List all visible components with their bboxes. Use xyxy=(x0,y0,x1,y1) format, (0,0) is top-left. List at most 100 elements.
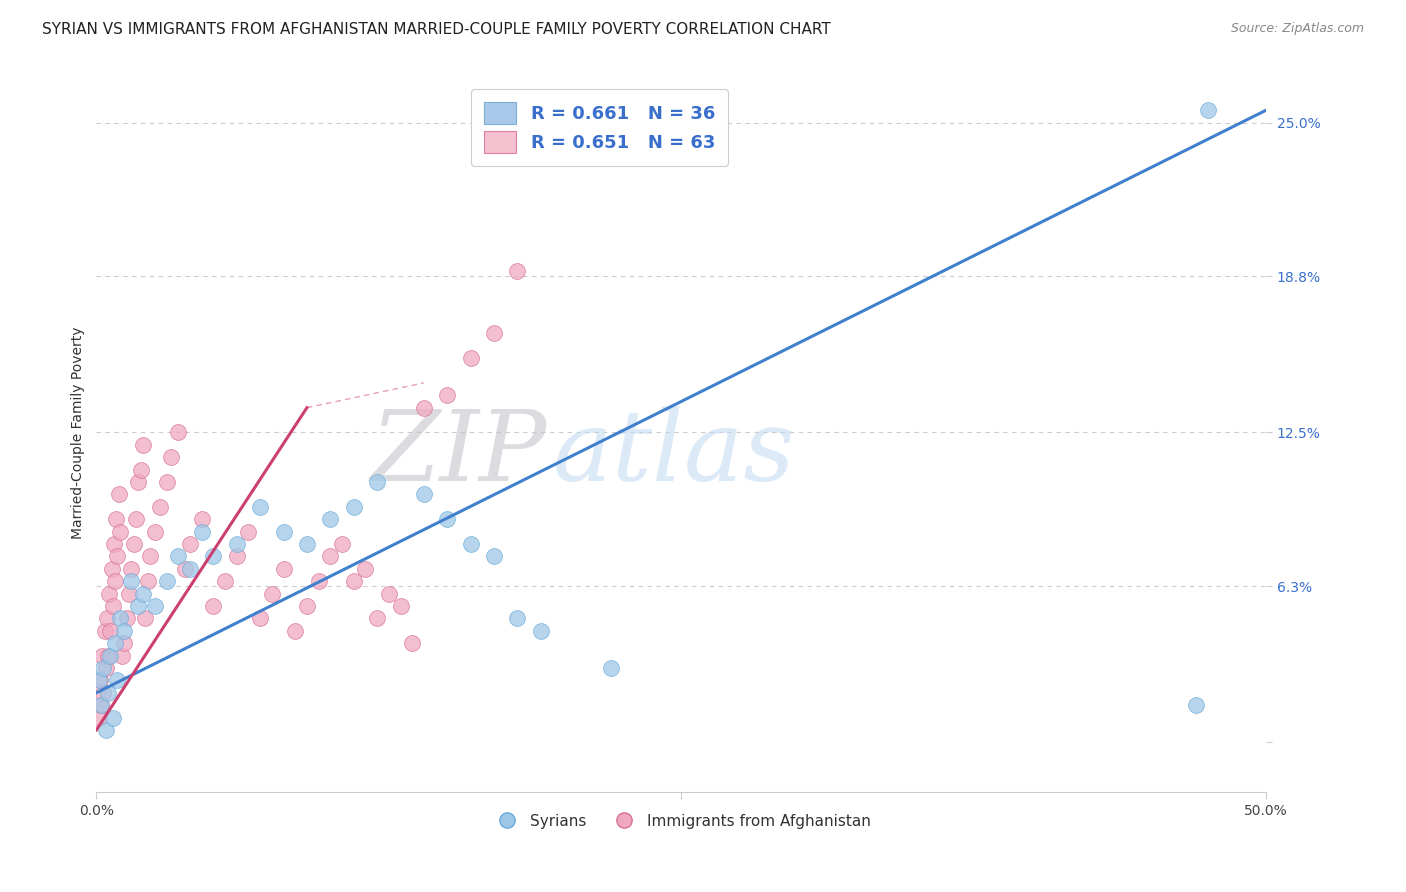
Point xyxy=(600,661,623,675)
Point xyxy=(174,562,197,576)
Point xyxy=(343,574,366,589)
Point xyxy=(103,537,125,551)
Point xyxy=(136,574,159,589)
Point xyxy=(190,524,212,539)
Point xyxy=(179,537,201,551)
Point xyxy=(225,537,247,551)
Point xyxy=(87,710,110,724)
Point xyxy=(401,636,423,650)
Point xyxy=(238,524,260,539)
Point xyxy=(89,673,111,688)
Point xyxy=(93,624,115,638)
Point xyxy=(105,512,128,526)
Point xyxy=(436,512,458,526)
Point xyxy=(330,537,353,551)
Point xyxy=(112,636,135,650)
Point xyxy=(112,624,135,638)
Point xyxy=(295,537,318,551)
Point xyxy=(366,611,388,625)
Point xyxy=(104,574,127,589)
Point xyxy=(202,549,225,564)
Point xyxy=(160,450,183,465)
Point xyxy=(378,586,401,600)
Point xyxy=(97,686,120,700)
Point xyxy=(100,648,122,663)
Point xyxy=(190,512,212,526)
Point xyxy=(132,586,155,600)
Point xyxy=(155,574,177,589)
Point xyxy=(260,586,283,600)
Y-axis label: Married-Couple Family Poverty: Married-Couple Family Poverty xyxy=(72,326,86,539)
Point xyxy=(100,562,122,576)
Point xyxy=(273,524,295,539)
Point xyxy=(1197,103,1219,118)
Point xyxy=(143,524,166,539)
Point xyxy=(127,599,149,613)
Point xyxy=(91,648,114,663)
Point xyxy=(436,388,458,402)
Point xyxy=(129,463,152,477)
Point xyxy=(127,475,149,489)
Point xyxy=(460,537,482,551)
Point xyxy=(90,698,112,713)
Point xyxy=(139,549,162,564)
Text: Source: ZipAtlas.com: Source: ZipAtlas.com xyxy=(1230,22,1364,36)
Point xyxy=(118,586,141,600)
Point xyxy=(319,549,342,564)
Point xyxy=(319,512,342,526)
Point xyxy=(97,648,120,663)
Point xyxy=(308,574,330,589)
Point xyxy=(107,549,129,564)
Point xyxy=(108,524,131,539)
Text: atlas: atlas xyxy=(553,407,796,501)
Point xyxy=(482,549,505,564)
Point xyxy=(249,611,271,625)
Point xyxy=(108,611,131,625)
Point xyxy=(482,326,505,341)
Point xyxy=(412,401,434,415)
Point xyxy=(96,611,118,625)
Point xyxy=(93,661,115,675)
Point xyxy=(179,562,201,576)
Point xyxy=(107,673,129,688)
Text: SYRIAN VS IMMIGRANTS FROM AFGHANISTAN MARRIED-COUPLE FAMILY POVERTY CORRELATION : SYRIAN VS IMMIGRANTS FROM AFGHANISTAN MA… xyxy=(42,22,831,37)
Point xyxy=(132,438,155,452)
Point xyxy=(134,611,156,625)
Point xyxy=(167,425,190,440)
Point xyxy=(101,710,124,724)
Point xyxy=(506,611,529,625)
Point xyxy=(343,500,366,514)
Point xyxy=(1185,698,1208,713)
Point xyxy=(87,673,110,688)
Point xyxy=(214,574,236,589)
Text: ZIP: ZIP xyxy=(370,407,547,501)
Point xyxy=(93,686,115,700)
Point xyxy=(104,636,127,650)
Point xyxy=(94,661,117,675)
Point xyxy=(115,611,138,625)
Legend: Syrians, Immigrants from Afghanistan: Syrians, Immigrants from Afghanistan xyxy=(485,807,877,835)
Point xyxy=(120,562,142,576)
Point xyxy=(100,624,122,638)
Point xyxy=(225,549,247,564)
Point xyxy=(389,599,412,613)
Point xyxy=(122,537,145,551)
Point xyxy=(460,351,482,365)
Point xyxy=(120,574,142,589)
Point xyxy=(249,500,271,514)
Point xyxy=(155,475,177,489)
Point xyxy=(354,562,377,576)
Point xyxy=(98,586,121,600)
Point xyxy=(101,599,124,613)
Point xyxy=(284,624,307,638)
Point xyxy=(506,264,529,278)
Point xyxy=(107,487,129,501)
Point xyxy=(111,648,134,663)
Point xyxy=(412,487,434,501)
Point xyxy=(366,475,388,489)
Point xyxy=(94,723,117,737)
Point xyxy=(273,562,295,576)
Point xyxy=(143,599,166,613)
Point xyxy=(167,549,190,564)
Point xyxy=(125,512,148,526)
